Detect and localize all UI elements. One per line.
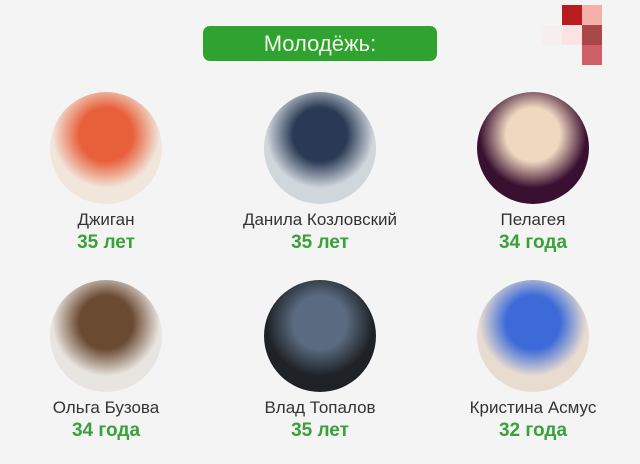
person-card: Пелагея 34 года [426,92,640,256]
person-age: 35 лет [291,420,349,441]
person-age: 34 года [498,232,568,253]
section-title: Молодёжь: [203,26,437,61]
person-age: 34 года [71,420,141,441]
person-card: Влад Топалов 35 лет [213,280,427,444]
person-name: Кристина Асмус [469,398,597,417]
person-name: Ольга Бузова [52,398,160,417]
person-name: Данила Козловский [242,210,398,229]
person-name: Пелагея [500,210,566,229]
person-photo [50,92,162,204]
person-photo [477,92,589,204]
person-card: Джиган 35 лет [0,92,213,256]
person-card: Ольга Бузова 34 года [0,280,213,444]
person-photo [477,280,589,392]
person-name: Джиган [77,210,135,229]
person-card: Кристина Асмус 32 года [426,280,640,444]
person-card: Данила Козловский 35 лет [213,92,427,256]
person-photo [264,92,376,204]
person-photo [50,280,162,392]
person-age: 35 лет [291,232,349,253]
person-age: 35 лет [77,232,135,253]
person-name: Влад Топалов [264,398,376,417]
person-age: 32 года [498,420,568,441]
person-photo [264,280,376,392]
